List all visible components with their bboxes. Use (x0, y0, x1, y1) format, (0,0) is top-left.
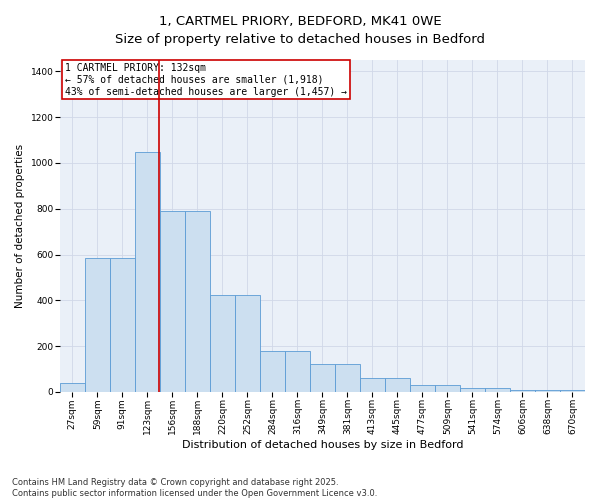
Bar (560, 390, 585, 392)
Bar (435, 385, 460, 392)
Bar (85, 258, 110, 392)
Bar (185, 211, 210, 392)
Bar (160, 211, 185, 392)
Bar (510, 390, 535, 392)
Bar (535, 390, 560, 392)
Bar (260, 351, 285, 392)
Bar (135, 152, 160, 392)
Bar (235, 294, 260, 392)
Bar (460, 388, 485, 392)
Text: Contains HM Land Registry data © Crown copyright and database right 2025.
Contai: Contains HM Land Registry data © Crown c… (12, 478, 377, 498)
Text: Size of property relative to detached houses in Bedford: Size of property relative to detached ho… (115, 32, 485, 46)
Bar (310, 364, 335, 392)
Bar (410, 385, 435, 392)
Bar (485, 388, 510, 392)
Text: 1 CARTMEL PRIORY: 132sqm
← 57% of detached houses are smaller (1,918)
43% of sem: 1 CARTMEL PRIORY: 132sqm ← 57% of detach… (65, 64, 347, 96)
Bar (385, 378, 410, 392)
Bar (210, 294, 235, 392)
Bar (285, 351, 310, 392)
Bar (360, 378, 385, 392)
X-axis label: Distribution of detached houses by size in Bedford: Distribution of detached houses by size … (182, 440, 463, 450)
Bar (110, 258, 135, 392)
Bar (60, 382, 85, 392)
Y-axis label: Number of detached properties: Number of detached properties (15, 144, 25, 308)
Bar (335, 364, 360, 392)
Text: 1, CARTMEL PRIORY, BEDFORD, MK41 0WE: 1, CARTMEL PRIORY, BEDFORD, MK41 0WE (158, 15, 442, 28)
